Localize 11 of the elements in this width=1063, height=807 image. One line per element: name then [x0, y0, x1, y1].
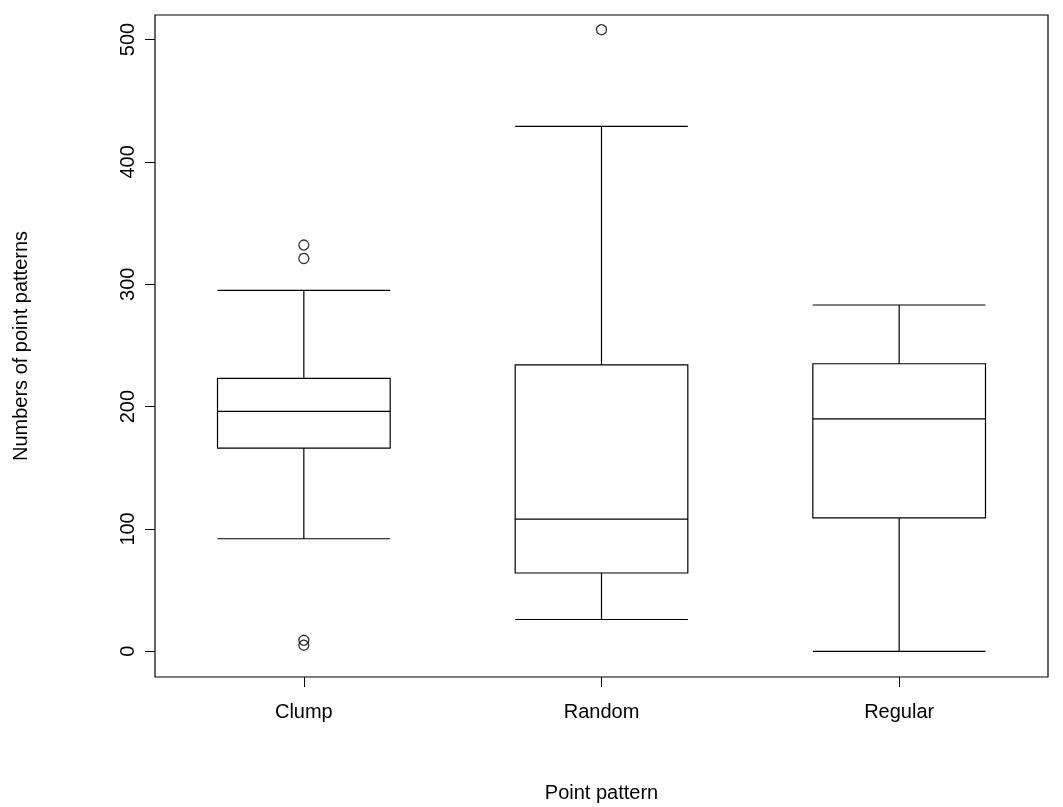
y-tick-label: 400	[116, 145, 138, 179]
y-tick-label: 200	[116, 389, 138, 424]
y-tick-label: 0	[116, 645, 138, 657]
x-tick-label: Random	[563, 700, 640, 722]
y-axis-title: Numbers of point patterns	[9, 230, 31, 462]
y-tick-label: 500	[116, 22, 138, 57]
x-tick-label: Clump	[274, 700, 333, 722]
x-tick-label: Regular	[864, 700, 935, 722]
y-tick-label: 100	[116, 512, 138, 546]
x-axis-title: Point pattern	[544, 781, 659, 803]
y-tick-label: 300	[116, 267, 138, 301]
